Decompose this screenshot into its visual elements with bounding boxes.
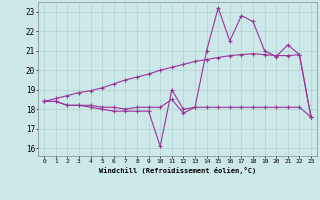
X-axis label: Windchill (Refroidissement éolien,°C): Windchill (Refroidissement éolien,°C) bbox=[99, 167, 256, 174]
